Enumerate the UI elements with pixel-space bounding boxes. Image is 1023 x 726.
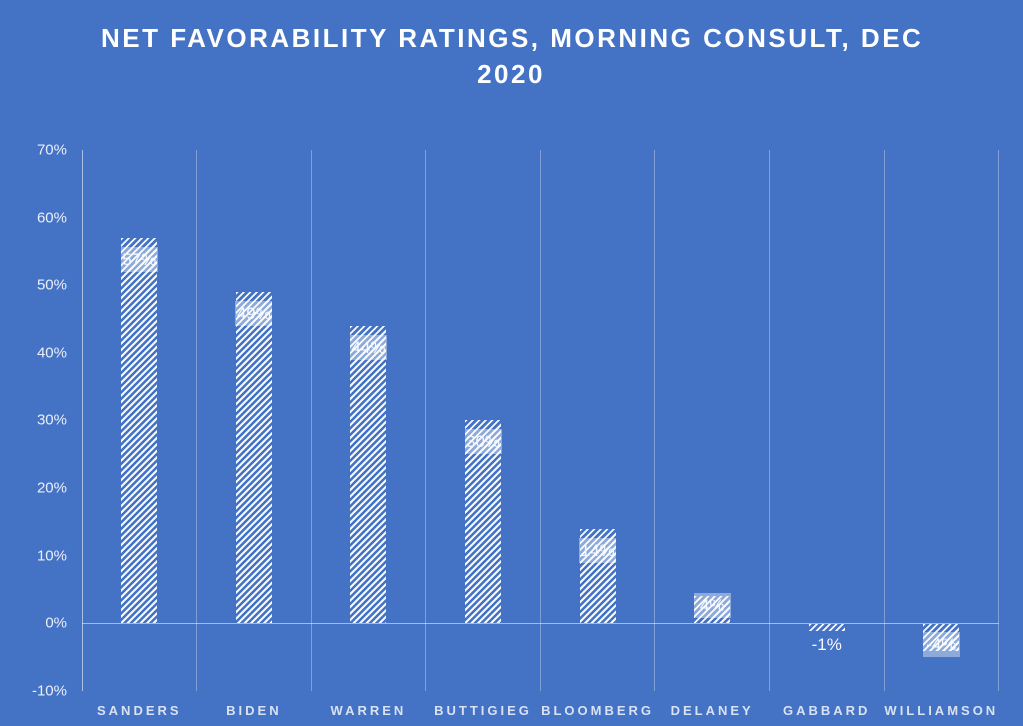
value-label-biden: 49% [236,304,271,323]
bar-buttigieg [465,420,501,624]
bar-delaney [694,596,731,624]
y-tick-label: 50% [36,276,67,294]
category-label-bloomberg: BLOOMBERG [541,703,655,718]
gridline [425,150,427,691]
gridline [310,150,312,691]
gridline [539,150,541,691]
value-label-bloomberg: 14% [580,540,615,560]
y-tick-label: 20% [36,479,67,497]
category-label-gabbard: GABBARD [783,703,871,718]
value-label-sanders: 57% [122,249,157,269]
chart-title: NET FAVORABILITY RATINGS, MORNING CONSUL… [101,20,921,92]
category-label-sanders: SANDERS [96,703,182,718]
category-label-warren: WARREN [330,703,407,718]
value-label-background-sanders [120,246,158,272]
category-label-buttigieg: BUTTIGIEG [434,703,532,718]
value-label-background-biden [235,301,273,326]
value-label-gabbard: -1% [811,634,842,654]
category-label-biden: BIDEN [226,703,282,718]
y-tick-label: 0% [45,614,67,632]
y-tick-label: 70% [36,141,67,159]
value-label-buttigieg: 30% [465,432,501,452]
gridline [883,150,885,691]
chart-title-line-1: NET FAVORABILITY RATINGS, MORNING CONSUL… [101,23,924,53]
value-label-delaney: 4% [699,596,725,616]
value-label-williamson: -4% [926,635,957,655]
bar-bloomberg [579,528,616,624]
y-tick-label: 40% [36,344,67,362]
value-label-background-williamson [922,632,960,658]
gridline [768,150,770,691]
category-label-delaney: DELANEY [670,703,754,718]
y-tick-label: 30% [36,411,67,429]
value-label-background-bloomberg [579,537,617,563]
value-label-background-warren [349,334,387,360]
bar-gabbard [808,624,845,631]
chart-title-line-2: 2020 [477,59,545,89]
zero-axis-line [82,622,999,624]
value-label-background-delaney [693,593,731,619]
y-tick-label: 10% [36,547,67,565]
y-tick-label: -10% [31,682,67,700]
gridline [998,150,1000,691]
category-label-williamson: WILLIAMSON [884,703,999,718]
bar-sanders [121,237,158,624]
gridline [196,150,198,691]
y-axis-line [81,150,83,691]
bar-warren [350,325,387,624]
y-tick-label: 60% [36,209,67,227]
bar-biden [235,292,272,624]
bar-williamson [923,624,960,652]
value-label-warren: 44% [351,337,386,357]
value-label-background-buttigieg [464,429,502,455]
gridline [654,150,656,691]
